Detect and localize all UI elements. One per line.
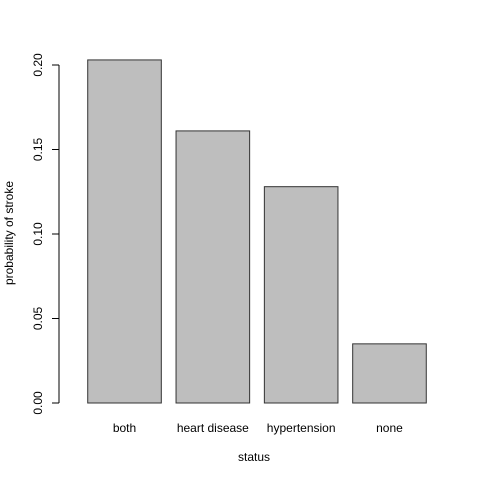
y-tick-label: 0.20 [31,53,45,77]
x-tick-label: both [113,421,136,435]
x-axis-title: status [238,450,270,464]
x-tick-label: hypertension [267,421,336,435]
y-tick-label: 0.00 [31,391,45,415]
bars [87,59,427,404]
y-axis-title: probability of stroke [2,181,16,285]
y-tick-label: 0.05 [31,306,45,330]
bar [175,130,251,404]
x-tick-label: none [376,421,403,435]
x-tick-labels: both heart disease hypertension none [113,421,403,435]
bar [352,343,427,404]
y-tick-label: 0.15 [31,137,45,161]
y-axis: 0.00 0.05 0.10 0.15 0.20 [31,53,60,415]
bar [87,59,162,404]
y-tick-label: 0.10 [31,222,45,246]
bar [263,186,339,404]
x-tick-label: heart disease [177,421,249,435]
